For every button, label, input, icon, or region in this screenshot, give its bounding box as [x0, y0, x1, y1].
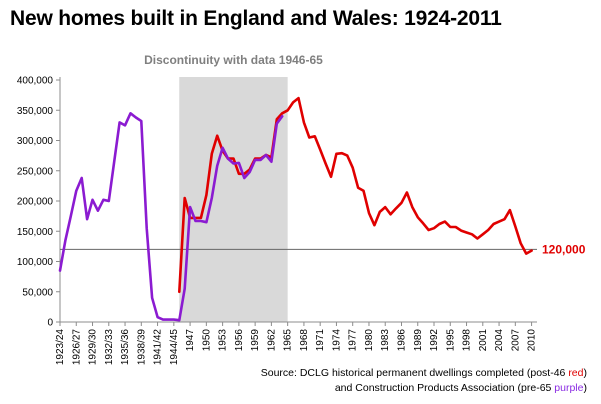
y-tick-label: 250,000 [17, 166, 54, 177]
y-tick-label: 0 [47, 318, 53, 329]
x-axis-ticks: 1923/24 1926/27 1929/30 1932/33 1935/36 1938/… [55, 322, 538, 365]
source-line-2-end: ) [583, 382, 588, 394]
y-axis-ticks: 0 50,000 100,000 150,000 200,000 250,000 300,0… [17, 76, 60, 329]
series-lines [58, 96, 533, 322]
x-tick-label: 1962 [266, 329, 277, 352]
x-tick-label: 1965 [283, 329, 294, 352]
x-tick-label: 1992 [429, 329, 440, 352]
y-tick-label: 350,000 [17, 106, 54, 117]
discontinuity-annotation: Discontinuity with data 1946-65 [144, 53, 323, 67]
x-tick-label: 1968 [299, 329, 310, 352]
x-tick-label: 1938/39 [136, 329, 147, 366]
chart-axes [59, 77, 537, 323]
x-tick-label: 1998 [462, 329, 473, 352]
discontinuity-region: Discontinuity with data 1946-65 [144, 53, 323, 322]
x-tick-label: 1944/45 [169, 329, 180, 366]
x-tick-label: 1956 [234, 329, 245, 352]
reference-line-group: 120,000 [60, 242, 586, 256]
y-tick-label: 100,000 [17, 257, 54, 268]
x-tick-label: 1995 [445, 329, 456, 352]
x-tick-label: 1923/24 [55, 329, 66, 366]
source-line-1-text: Source: DCLG historical permanent dwelli… [260, 367, 569, 379]
x-tick-label: 2007 [510, 329, 521, 352]
x-tick-label: 1983 [380, 329, 391, 352]
x-tick-label: 1935/36 [120, 329, 131, 366]
source-line-2: and Construction Products Association (p… [261, 381, 587, 396]
x-tick-label: 2010 [527, 329, 538, 352]
purple-series-line [58, 112, 284, 322]
x-tick-label: 1941/42 [153, 329, 164, 366]
source-line-1: Source: DCLG historical permanent dwelli… [261, 366, 587, 381]
y-tick-label: 200,000 [17, 197, 54, 208]
x-tick-label: 1959 [250, 329, 261, 352]
y-tick-label: 50,000 [22, 287, 53, 298]
x-tick-label: 1986 [396, 329, 407, 352]
source-red-label: red [568, 367, 584, 379]
red-series-line [178, 96, 533, 294]
x-tick-label: 2001 [478, 329, 489, 352]
source-line-2-text: and Construction Products Association (p… [334, 382, 555, 394]
x-tick-label: 1953 [218, 329, 229, 352]
x-tick-label: 1932/33 [104, 329, 115, 366]
source-purple-label: purple [554, 382, 584, 394]
reference-line-label: 120,000 [542, 242, 586, 256]
chart-title: New homes built in England and Wales: 19… [10, 7, 502, 30]
y-tick-label: 150,000 [17, 227, 54, 238]
source-line-1-end: ) [583, 367, 588, 379]
x-tick-label: 1950 [201, 329, 212, 352]
x-tick-label: 1974 [331, 329, 342, 352]
source-note: Source: DCLG historical permanent dwelli… [261, 366, 587, 396]
x-tick-label: 2004 [494, 329, 505, 352]
discontinuity-band [179, 77, 288, 322]
x-tick-label: 1971 [315, 329, 326, 352]
x-tick-label: 1989 [413, 329, 424, 352]
y-tick-label: 300,000 [17, 136, 54, 147]
x-tick-label: 1980 [364, 329, 375, 352]
y-tick-label: 400,000 [17, 76, 54, 87]
x-tick-label: 1977 [348, 329, 359, 352]
x-tick-label: 1947 [185, 329, 196, 352]
x-tick-label: 1926/27 [71, 329, 82, 366]
x-tick-label: 1929/30 [88, 329, 99, 366]
